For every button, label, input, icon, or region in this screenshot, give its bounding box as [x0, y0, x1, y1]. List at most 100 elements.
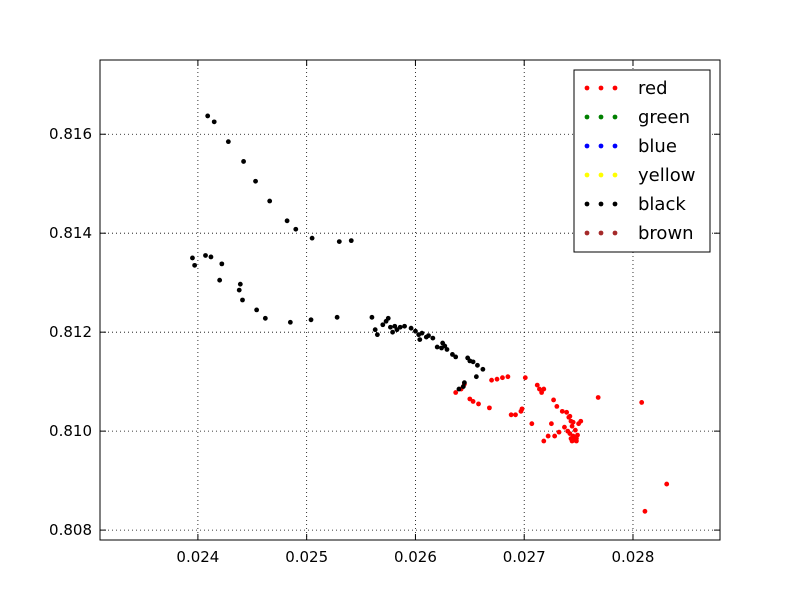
data-point-black — [308, 317, 314, 323]
data-point-black — [205, 113, 211, 119]
data-point-red — [541, 438, 547, 444]
data-point-black — [408, 325, 414, 331]
data-point-black — [217, 277, 223, 283]
legend: red green blue yellow black brown — [573, 69, 711, 253]
data-point-black — [211, 119, 217, 125]
plot-points — [190, 113, 670, 514]
data-point-black — [225, 139, 231, 145]
legend-marker-green — [612, 114, 618, 120]
data-point-red — [539, 390, 545, 395]
data-point-black — [267, 198, 273, 204]
legend-label-yellow: yellow — [638, 165, 695, 186]
y-tick-label: 0.816 — [49, 125, 92, 143]
y-tick-label: 0.812 — [49, 323, 92, 341]
data-point-red — [570, 419, 576, 425]
legend-marker-blue — [598, 143, 604, 149]
data-point-black — [284, 218, 290, 224]
data-point-black — [374, 332, 380, 338]
legend-box — [573, 69, 711, 253]
data-point-red — [487, 405, 492, 411]
data-point-black — [397, 324, 403, 330]
legend-marker-green — [598, 114, 604, 120]
data-point-black — [426, 333, 431, 339]
data-point-red — [595, 395, 601, 400]
data-point-black — [236, 287, 242, 293]
data-point-red — [470, 399, 476, 404]
legend-marker-black — [584, 201, 590, 207]
data-point-black — [388, 324, 393, 330]
x-tick-label: 0.025 — [285, 548, 328, 566]
data-point-red — [494, 376, 500, 382]
data-point-black — [417, 337, 423, 342]
data-point-red — [500, 375, 505, 381]
data-point-red — [554, 403, 560, 409]
data-point-black — [461, 380, 467, 386]
data-point-black — [453, 354, 459, 360]
data-point-red — [574, 438, 579, 444]
legend-marker-blue — [584, 143, 590, 149]
legend-marker-brown — [584, 230, 590, 236]
data-point-red — [564, 409, 570, 415]
data-point-black — [219, 261, 225, 267]
data-point-red — [562, 424, 567, 430]
data-point-red — [578, 418, 584, 424]
legend-marker-red — [598, 85, 604, 91]
legend-marker-black — [598, 201, 604, 207]
data-point-black — [369, 314, 375, 320]
legend-label-red: red — [638, 78, 668, 99]
data-point-red — [534, 382, 540, 388]
data-point-red — [575, 432, 580, 438]
y-tick-label: 0.814 — [49, 224, 92, 242]
data-point-red — [541, 386, 547, 392]
axis-ticks: 0.024 0.025 0.026 0.027 0.028 0.808 0.810 0.812… — [49, 60, 720, 566]
data-point-black — [190, 255, 195, 261]
data-point-black — [392, 323, 398, 329]
x-tick-label: 0.026 — [394, 548, 437, 566]
legend-marker-yellow — [598, 172, 604, 178]
data-point-red — [537, 386, 542, 392]
data-point-black — [470, 359, 476, 365]
data-point-black — [480, 366, 486, 372]
data-point-black — [394, 327, 400, 333]
data-point-red — [549, 421, 554, 427]
legend-marker-green — [584, 114, 590, 120]
data-point-red — [508, 412, 514, 418]
data-point-black — [444, 347, 450, 352]
data-point-red — [567, 431, 573, 437]
plot-frame — [99, 59, 721, 541]
data-point-red — [569, 423, 575, 429]
data-point-black — [430, 335, 436, 341]
data-point-black — [262, 315, 268, 321]
data-point-red — [664, 481, 670, 487]
x-tick-label: 0.027 — [503, 548, 546, 566]
data-point-red — [567, 413, 573, 419]
data-point-black — [287, 319, 293, 325]
data-point-black — [293, 226, 299, 232]
data-point-black — [241, 159, 246, 164]
data-point-black — [240, 297, 245, 303]
data-point-black — [254, 307, 260, 313]
data-point-red — [489, 377, 494, 383]
legend-label-blue: blue — [638, 136, 677, 157]
data-point-black — [372, 327, 378, 333]
data-point-black — [475, 362, 480, 368]
legend-marker-brown — [612, 230, 618, 236]
data-point-red — [513, 412, 518, 418]
legend-marker-brown — [598, 230, 604, 236]
legend-label-black: black — [638, 194, 686, 215]
data-point-black — [192, 262, 198, 268]
data-point-red — [552, 433, 558, 439]
data-point-black — [253, 178, 258, 184]
x-tick-label: 0.024 — [176, 548, 219, 566]
data-point-black — [419, 330, 425, 336]
legend-marker-blue — [612, 143, 618, 149]
data-point-red — [639, 400, 645, 405]
data-point-black — [456, 386, 462, 392]
legend-label-brown: brown — [638, 223, 694, 244]
data-point-red — [505, 374, 511, 380]
data-point-black — [413, 328, 418, 334]
y-tick-label: 0.808 — [49, 521, 92, 539]
data-point-black — [434, 344, 440, 350]
data-point-red — [556, 429, 562, 435]
